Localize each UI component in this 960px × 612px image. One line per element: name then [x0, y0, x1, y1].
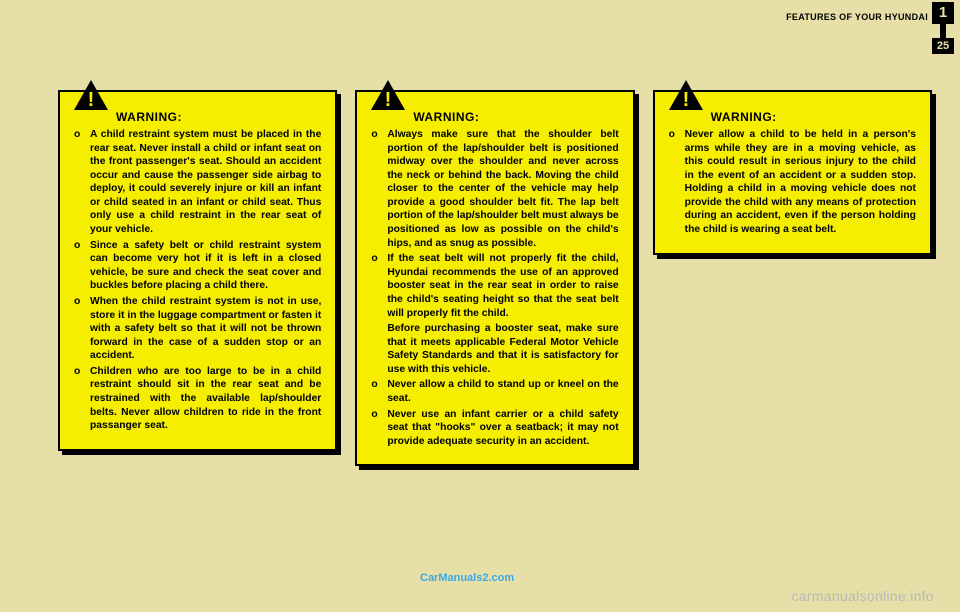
warning-box-3: ! WARNING: oNever allow a child to be he…	[653, 90, 932, 255]
bullet: o	[371, 128, 387, 250]
item-text: Children who are too large to be in a ch…	[90, 365, 321, 433]
content-columns: ! WARNING: oA child restraint system mus…	[58, 90, 932, 466]
item-text: Before purchasing a booster seat, make s…	[387, 322, 618, 376]
list-item: oSince a safety belt or child restraint …	[74, 239, 321, 293]
warning-list: oNever allow a child to be held in a per…	[669, 128, 916, 237]
bullet: o	[74, 295, 90, 363]
header-stripe	[940, 24, 946, 38]
item-text: When the child restraint system is not i…	[90, 295, 321, 363]
list-item: oAlways make sure that the shoulder belt…	[371, 128, 618, 250]
list-item: oNever allow a child to be held in a per…	[669, 128, 916, 237]
bullet: o	[74, 239, 90, 293]
warning-box-2: ! WARNING: oAlways make sure that the sh…	[355, 90, 634, 466]
list-item: oIf the seat belt will not properly fit …	[371, 252, 618, 320]
bullet: o	[74, 365, 90, 433]
chapter-number-box: 1	[932, 2, 954, 24]
bullet: o	[669, 128, 685, 237]
warning-box-1: ! WARNING: oA child restraint system mus…	[58, 90, 337, 451]
warning-list: oAlways make sure that the shoulder belt…	[371, 128, 618, 448]
page-number-box: 25	[932, 38, 954, 54]
page-header: FEATURES OF YOUR HYUNDAI 1 25	[0, 0, 960, 48]
list-item: oWhen the child restraint system is not …	[74, 295, 321, 363]
item-text: Never allow a child to stand up or kneel…	[387, 378, 618, 405]
chapter-label: FEATURES OF YOUR HYUNDAI	[786, 12, 928, 22]
list-item: oChildren who are too large to be in a c…	[74, 365, 321, 433]
warning-icon: !	[74, 80, 108, 110]
item-text: Since a safety belt or child restraint s…	[90, 239, 321, 293]
warning-icon: !	[669, 80, 703, 110]
bullet: o	[371, 408, 387, 449]
footer-link-carmanuals2: CarManuals2.com	[420, 572, 514, 584]
item-text: Never use an infant carrier or a child s…	[387, 408, 618, 449]
list-item: Before purchasing a booster seat, make s…	[371, 322, 618, 376]
item-text: A child restraint system must be placed …	[90, 128, 321, 237]
bullet: o	[371, 378, 387, 405]
bullet: o	[74, 128, 90, 237]
list-item: oA child restraint system must be placed…	[74, 128, 321, 237]
warning-title: WARNING:	[711, 110, 916, 124]
list-item: oNever allow a child to stand up or knee…	[371, 378, 618, 405]
item-text: Always make sure that the shoulder belt …	[387, 128, 618, 250]
svg-text:!: !	[385, 89, 392, 110]
svg-text:!: !	[88, 89, 95, 110]
warning-list: oA child restraint system must be placed…	[74, 128, 321, 433]
warning-icon: !	[371, 80, 405, 110]
footer-link-carmanualsonline: carmanualsonline.info	[792, 588, 935, 604]
bullet	[371, 322, 387, 376]
item-text: Never allow a child to be held in a pers…	[685, 128, 916, 237]
svg-text:!: !	[682, 89, 689, 110]
list-item: oNever use an infant carrier or a child …	[371, 408, 618, 449]
warning-title: WARNING:	[413, 110, 618, 124]
warning-title: WARNING:	[116, 110, 321, 124]
item-text: If the seat belt will not properly fit t…	[387, 252, 618, 320]
bullet: o	[371, 252, 387, 320]
